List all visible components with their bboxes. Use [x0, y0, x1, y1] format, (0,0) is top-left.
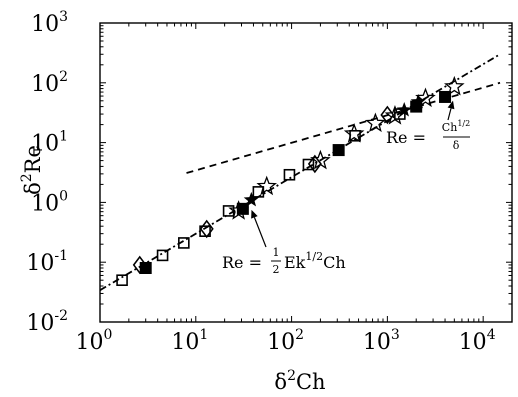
x-tick-label-base: 10: [459, 330, 487, 355]
x-axis-label: δ2Ch: [274, 368, 325, 394]
y-tick-label-base: 10: [26, 251, 54, 276]
data-point-open-star: [415, 87, 436, 108]
data-point-open-square: [156, 249, 169, 262]
x-tick-label: 103: [363, 327, 400, 355]
linear-law-frac-num: 1: [273, 246, 280, 259]
x-tick-label: 101: [171, 327, 208, 355]
data-point-open-square: [178, 237, 190, 249]
linear-law-lhs: Re =: [222, 253, 262, 272]
x-tick-label-base: 10: [171, 330, 199, 355]
sqrt-law-arrowhead: [447, 100, 455, 110]
data-point-open-diamond: [132, 255, 147, 275]
y-tick-label-base: 10: [26, 311, 54, 336]
y-tick-label-exp: -2: [54, 308, 68, 324]
data-point-open-diamond: [307, 154, 322, 174]
x-tick-label: 104: [459, 327, 496, 355]
sqrt-law-frac-den: δ: [453, 139, 460, 152]
x-tick-label: 100: [76, 327, 113, 355]
sqrt-law-frac-num: Ch1/2: [442, 119, 470, 134]
data-point-open-star: [444, 75, 465, 96]
linear-law-arrow: [253, 217, 267, 248]
y-tick-label-exp: 3: [59, 9, 68, 25]
data-point-filled-star: [243, 191, 259, 207]
y-tick-label: 102: [31, 69, 68, 97]
x-tick-label: 102: [267, 327, 304, 355]
linear-law-rhs: Ek1/2Ch: [284, 250, 346, 272]
data-point-open-square: [283, 168, 296, 181]
x-tick-label-exp: 4: [487, 327, 496, 343]
data-point-open-star: [310, 149, 331, 170]
data-point-open-star: [343, 123, 365, 143]
sqrt-law-lhs: Re =: [386, 128, 426, 147]
data-point-open-square: [116, 274, 128, 287]
data-point-filled-square: [439, 90, 452, 103]
y-tick-label: 10-1: [26, 248, 68, 276]
y-tick-label-exp: 0: [59, 188, 68, 204]
y-tick-label-base: 10: [31, 132, 59, 157]
data-point-open-star: [256, 175, 278, 196]
x-tick-label-exp: 2: [295, 327, 304, 343]
axes: [99, 22, 513, 323]
x-tick-label-base: 10: [76, 330, 104, 355]
x-tick-label-exp: 0: [104, 327, 113, 343]
y-tick-label: 100: [31, 188, 68, 216]
y-tick-label: 10-2: [26, 308, 68, 336]
y-tick-label-base: 10: [31, 191, 59, 216]
data-point-filled-square: [332, 144, 345, 157]
x-tick-label-base: 10: [267, 330, 295, 355]
x-tick-label-exp: 1: [199, 327, 208, 343]
data-point-open-star: [365, 112, 386, 133]
trend-line-sqrt: [186, 81, 501, 174]
data-point-filled-star: [410, 93, 426, 109]
y-tick-label-exp: 1: [59, 129, 68, 145]
data-point-filled-star: [396, 102, 412, 117]
data-point-filled-square: [139, 261, 152, 274]
x-tick-label-exp: 3: [391, 327, 400, 343]
linear-law-frac-den: 2: [273, 263, 280, 276]
y-tick-label-exp: 2: [59, 69, 68, 85]
y-tick-label-base: 10: [31, 72, 59, 97]
plot-frame: [99, 22, 513, 323]
x-tick-label-base: 10: [363, 330, 391, 355]
y-tick-label-exp: -1: [54, 248, 68, 264]
data-point-open-star: [228, 200, 249, 220]
linear-law-arrowhead: [251, 209, 258, 219]
y-axis-label: δ2Re: [19, 145, 45, 195]
y-tick-label: 101: [31, 129, 68, 157]
sqrt-law-arrow: [447, 108, 452, 121]
sqrt-law-annotation: Re = Ch1/2 δ: [386, 100, 470, 152]
data-points: [116, 75, 465, 287]
data-point-open-diamond: [199, 219, 214, 239]
y-tick-label: 103: [31, 9, 68, 37]
linear-law-annotation: Re = 1 2 Ek1/2Ch: [222, 209, 346, 276]
data-point-open-square: [302, 158, 315, 171]
y-tick-label-base: 10: [31, 12, 59, 37]
